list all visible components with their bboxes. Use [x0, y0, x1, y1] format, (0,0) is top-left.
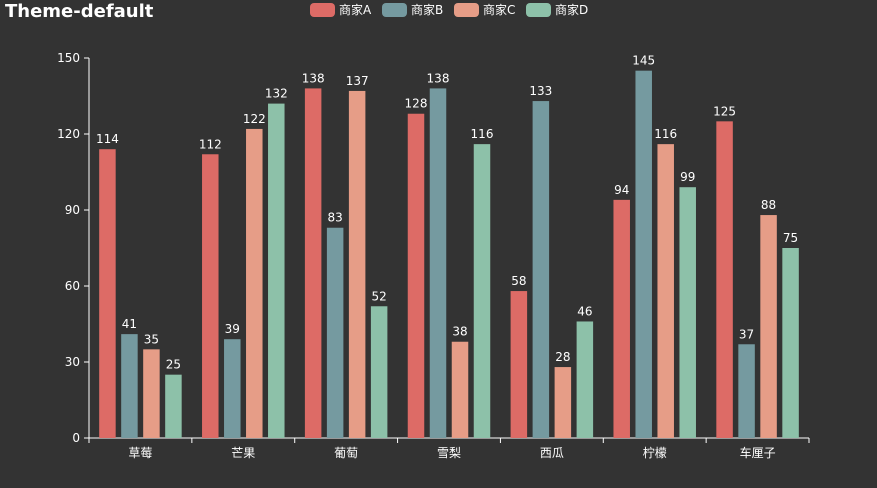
bar[interactable]: [121, 334, 138, 438]
bar[interactable]: [532, 101, 550, 439]
data-label: 83: [328, 211, 343, 225]
x-tick-label: 车厘子: [740, 445, 776, 460]
x-tick-label: 草莓: [128, 446, 152, 460]
chart-title: Theme-default: [5, 1, 154, 22]
bar[interactable]: [143, 349, 160, 438]
legend-label[interactable]: 商家A: [339, 2, 372, 17]
bar[interactable]: [224, 339, 241, 438]
data-label: 132: [265, 87, 288, 101]
bar[interactable]: [738, 344, 755, 438]
bar[interactable]: [268, 103, 285, 438]
data-label: 37: [739, 327, 754, 341]
bar[interactable]: [429, 88, 447, 439]
data-label: 128: [405, 97, 428, 111]
bar[interactable]: [554, 367, 572, 438]
legend-swatch[interactable]: [454, 3, 479, 17]
bar[interactable]: [782, 248, 799, 438]
y-tick-label: 90: [65, 203, 80, 217]
data-label: 99: [680, 170, 695, 184]
data-label: 94: [614, 183, 629, 197]
legend-swatch[interactable]: [526, 3, 551, 17]
data-label: 145: [632, 54, 655, 68]
x-tick-label: 西瓜: [540, 446, 564, 460]
data-label: 46: [577, 304, 592, 318]
data-label: 41: [122, 317, 137, 331]
y-tick-label: 60: [65, 279, 80, 293]
y-tick-label: 0: [72, 431, 80, 445]
bar[interactable]: [348, 90, 366, 438]
data-label: 133: [529, 84, 552, 98]
data-label: 52: [372, 289, 387, 303]
bar[interactable]: [246, 128, 263, 438]
x-tick-label: 雪梨: [437, 446, 461, 460]
y-tick-label: 120: [57, 127, 80, 141]
x-tick-label: 芒果: [231, 445, 255, 460]
x-tick-label: 葡萄: [334, 446, 358, 460]
bar[interactable]: [635, 70, 652, 439]
legend-label[interactable]: 商家C: [483, 2, 515, 17]
bar[interactable]: [473, 144, 491, 438]
bar[interactable]: [510, 291, 528, 438]
bar[interactable]: [657, 144, 674, 438]
data-label: 28: [555, 350, 570, 364]
data-label: 39: [225, 322, 240, 336]
bar[interactable]: [202, 154, 219, 438]
bar[interactable]: [451, 341, 469, 438]
data-label: 25: [166, 358, 181, 372]
data-label: 88: [761, 198, 776, 212]
data-label: 58: [511, 274, 526, 288]
bar[interactable]: [613, 199, 630, 438]
y-tick-label: 150: [57, 51, 80, 65]
data-label: 116: [654, 127, 677, 141]
y-tick-label: 30: [65, 355, 80, 369]
data-label: 112: [199, 137, 222, 151]
legend-label[interactable]: 商家B: [411, 2, 443, 17]
data-label: 38: [452, 325, 467, 339]
data-label: 116: [471, 127, 494, 141]
data-label: 137: [346, 74, 369, 88]
bar[interactable]: [370, 306, 388, 438]
legend-swatch[interactable]: [382, 3, 407, 17]
bar[interactable]: [165, 374, 182, 438]
bar[interactable]: [576, 321, 594, 438]
bar[interactable]: [99, 149, 116, 438]
bar[interactable]: [326, 227, 344, 438]
bar[interactable]: [679, 187, 696, 438]
data-label: 138: [427, 71, 450, 85]
bar[interactable]: [407, 113, 425, 438]
x-tick-label: 柠檬: [643, 445, 667, 460]
data-label: 125: [713, 104, 736, 118]
data-label: 114: [96, 132, 119, 146]
legend-swatch[interactable]: [310, 3, 335, 17]
data-label: 138: [302, 71, 325, 85]
data-label: 75: [783, 231, 798, 245]
legend-label[interactable]: 商家D: [555, 2, 588, 17]
bar[interactable]: [760, 215, 777, 438]
bar[interactable]: [304, 88, 322, 439]
data-label: 35: [144, 332, 159, 346]
data-label: 122: [243, 112, 266, 126]
bar[interactable]: [716, 121, 733, 438]
